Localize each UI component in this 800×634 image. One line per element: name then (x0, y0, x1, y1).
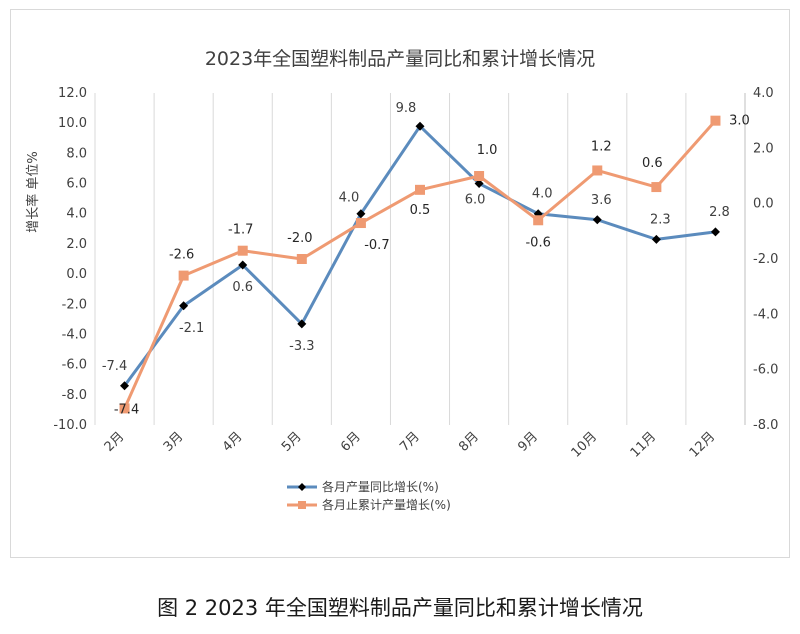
data-label: 3.0 (729, 114, 750, 129)
y-right-tick-label: 4.0 (753, 86, 774, 101)
data-label: -3.3 (289, 339, 314, 354)
data-point-marker (415, 184, 425, 195)
data-label: 2.3 (650, 212, 671, 227)
y-left-tick-label: 12.0 (58, 86, 87, 101)
data-point-marker (355, 218, 366, 229)
data-label: 0.5 (410, 203, 431, 218)
y-left-tick-label: -6.0 (62, 358, 87, 373)
data-label: 4.0 (339, 191, 360, 206)
data-point-marker (710, 227, 720, 237)
data-label: 0.6 (232, 280, 253, 295)
data-point-marker (592, 215, 602, 225)
data-point-marker (356, 209, 366, 219)
y-left-tick-label: -4.0 (62, 327, 87, 342)
data-point-marker (533, 215, 544, 226)
data-label: -0.7 (364, 238, 389, 253)
data-label: -7.4 (114, 402, 139, 417)
data-point-marker (237, 245, 248, 256)
data-point-marker (415, 121, 425, 131)
data-point-marker (179, 301, 189, 311)
legend-marker (298, 501, 306, 509)
x-tick-label: 9月 (515, 429, 541, 455)
data-label: 1.2 (591, 139, 612, 154)
chart-frame (10, 9, 790, 558)
y-right-tick-label: -4.0 (753, 307, 778, 322)
x-tick-label: 4月 (220, 429, 246, 455)
legend-label: 各月产量同比增长(%) (322, 479, 439, 494)
data-point-marker (474, 171, 485, 181)
data-label: -7.4 (102, 359, 127, 374)
x-tick-label: 10月 (569, 429, 600, 460)
figure-caption: 图 2 2023 年全国塑料制品产量同比和累计增长情况 (157, 596, 643, 620)
x-tick-label: 5月 (279, 429, 305, 455)
data-label: 4.0 (532, 187, 553, 202)
data-label: 3.6 (591, 193, 612, 208)
y-left-tick-label: -2.0 (62, 297, 87, 312)
data-point-marker (297, 319, 307, 329)
data-point-marker (120, 381, 130, 391)
y-left-tick-label: -10.0 (53, 418, 87, 433)
chart-title: 2023年全国塑料制品产量同比和累计增长情况 (204, 48, 596, 70)
data-point-marker (474, 179, 484, 189)
x-tick-label: 2月 (102, 429, 128, 455)
data-point-marker (710, 115, 721, 126)
x-tick-label: 7月 (397, 429, 423, 455)
data-point-marker (178, 270, 189, 281)
y-left-tick-label: 10.0 (58, 116, 87, 131)
y-left-tick-label: 6.0 (66, 177, 87, 192)
data-label: -2.6 (169, 248, 194, 263)
y-left-tick-label: 4.0 (66, 207, 87, 222)
y-right-tick-label: -6.0 (753, 363, 778, 378)
y-right-tick-label: 0.0 (753, 197, 774, 212)
x-tick-label: 11月 (628, 429, 659, 460)
data-label: 9.8 (396, 101, 417, 116)
data-label: 6.0 (465, 193, 486, 208)
data-point-marker (651, 234, 661, 244)
data-label: -2.0 (287, 231, 312, 246)
y-left-tick-label: 2.0 (66, 237, 87, 252)
x-tick-label: 12月 (687, 429, 718, 460)
y-right-tick-label: 2.0 (753, 141, 774, 156)
data-label: 1.0 (477, 143, 498, 158)
y-left-tick-label: 8.0 (66, 146, 87, 161)
legend-marker (298, 483, 306, 491)
x-tick-label: 3月 (161, 429, 187, 455)
y-left-tick-label: 0.0 (66, 267, 87, 282)
data-label: 2.8 (709, 205, 730, 220)
data-point-marker (238, 260, 248, 270)
data-label: -2.1 (179, 321, 204, 336)
data-point-marker (651, 182, 662, 193)
data-point-marker (296, 254, 307, 264)
data-point-marker (592, 165, 603, 176)
data-label: -1.7 (228, 223, 253, 238)
data-label: -0.6 (525, 235, 550, 250)
x-tick-label: 8月 (456, 429, 482, 455)
data-point-marker (119, 403, 130, 414)
y-right-tick-label: -8.0 (753, 418, 778, 433)
x-tick-label: 6月 (338, 429, 364, 455)
y-left-tick-label: -8.0 (62, 388, 87, 403)
y-right-tick-label: -2.0 (753, 252, 778, 267)
legend-label: 各月止累计产量增长(%) (322, 497, 451, 512)
data-label: 0.6 (642, 156, 663, 171)
